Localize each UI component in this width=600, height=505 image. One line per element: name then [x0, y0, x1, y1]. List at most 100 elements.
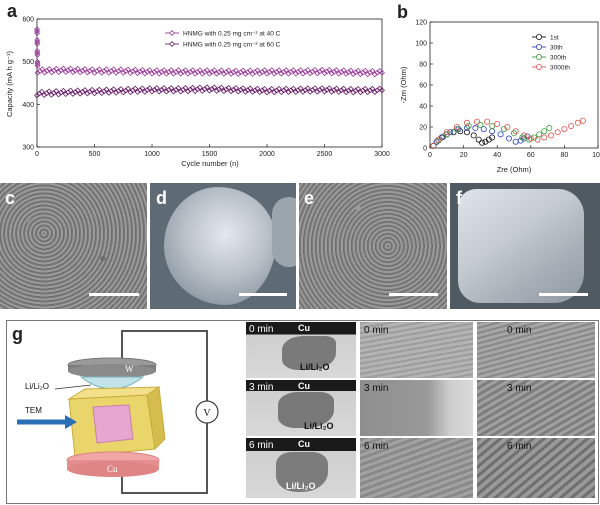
data-point — [67, 87, 74, 94]
data-point — [180, 86, 187, 93]
data-point — [541, 128, 548, 135]
data-point — [196, 84, 203, 91]
data-point — [359, 87, 366, 94]
data-point — [362, 85, 369, 92]
tem-col2-row3-time: 6 min — [364, 441, 389, 452]
data-point — [299, 70, 306, 77]
data-point — [182, 85, 189, 91]
data-point — [379, 69, 385, 76]
data-point — [34, 62, 41, 69]
data-point — [536, 131, 543, 138]
data-point — [430, 142, 437, 149]
data-point — [218, 67, 225, 74]
data-point — [328, 70, 335, 77]
data-point — [235, 88, 242, 95]
data-point — [256, 70, 263, 77]
data-point — [216, 86, 223, 93]
data-point — [84, 90, 91, 97]
data-point — [259, 69, 266, 75]
data-point — [450, 129, 457, 136]
data-point — [81, 87, 88, 94]
data-point — [527, 135, 534, 142]
data-point — [309, 68, 316, 75]
data-point — [58, 67, 65, 74]
data-point — [517, 137, 524, 144]
data-point — [252, 87, 258, 94]
tem-col1-row1-time: 0 min — [249, 324, 274, 335]
data-point — [175, 67, 182, 74]
data-point — [321, 70, 328, 77]
data-point — [184, 70, 191, 77]
data-point — [453, 124, 460, 131]
panel-label-c: c — [5, 188, 16, 208]
data-point — [345, 69, 352, 76]
data-point — [141, 70, 148, 77]
data-point — [347, 85, 354, 92]
data-point — [489, 134, 496, 141]
data-point — [290, 67, 297, 74]
data-point — [453, 126, 460, 133]
data-point — [44, 67, 50, 74]
data-point — [113, 69, 120, 76]
data-point — [204, 67, 211, 74]
data-point — [163, 88, 170, 95]
data-point — [98, 90, 105, 96]
data-point — [295, 68, 302, 75]
data-point — [273, 68, 280, 75]
panel-label-g: g — [12, 324, 23, 344]
data-point — [34, 69, 41, 76]
data-point — [504, 124, 511, 131]
data-point — [561, 126, 568, 133]
data-point — [316, 68, 323, 75]
x-tick-label: 2000 — [259, 151, 275, 158]
data-point — [266, 68, 273, 75]
data-point — [463, 129, 470, 136]
data-point — [225, 84, 232, 91]
data-point — [376, 85, 383, 92]
data-point — [194, 68, 201, 75]
y-tick-label: 300 — [22, 145, 34, 152]
tem-col1-row3-shape — [276, 452, 328, 492]
data-point — [280, 68, 287, 75]
data-point — [137, 87, 143, 94]
data-point — [264, 70, 270, 77]
data-point — [41, 92, 48, 99]
x-tick-label: 100 — [592, 152, 600, 159]
scale-bar-e — [389, 293, 438, 296]
data-point — [254, 67, 261, 74]
data-point — [316, 86, 323, 93]
data-point — [343, 89, 350, 96]
data-point — [146, 85, 153, 92]
data-point — [326, 85, 333, 92]
data-point — [86, 88, 93, 95]
legend-label: HNMG with 0.25 mg cm⁻² at 60 C — [183, 42, 281, 49]
data-point — [355, 85, 362, 92]
data-point — [335, 70, 342, 77]
tem-col3-row1: 0 min — [477, 322, 595, 378]
data-point — [309, 87, 316, 93]
data-point — [43, 90, 50, 97]
data-point — [149, 70, 155, 77]
legend-label: 3000th — [550, 65, 570, 72]
data-point — [34, 26, 40, 33]
data-point — [79, 67, 86, 74]
data-point — [48, 91, 55, 98]
data-point — [108, 68, 115, 75]
data-point — [77, 69, 84, 76]
data-point — [443, 131, 450, 138]
data-point — [376, 68, 383, 74]
tem-col1-row1-cu: Cu — [298, 323, 310, 333]
data-point — [480, 126, 487, 133]
data-point — [216, 69, 223, 76]
data-point — [319, 85, 326, 92]
data-point — [129, 68, 136, 75]
sample-crystal — [92, 404, 134, 444]
data-point — [34, 39, 41, 46]
data-point — [96, 66, 103, 73]
data-point — [521, 132, 528, 139]
data-point — [105, 89, 112, 96]
data-point — [278, 70, 285, 77]
y-tick-label: 0 — [423, 146, 427, 153]
data-point — [134, 70, 141, 77]
data-point — [374, 87, 381, 94]
